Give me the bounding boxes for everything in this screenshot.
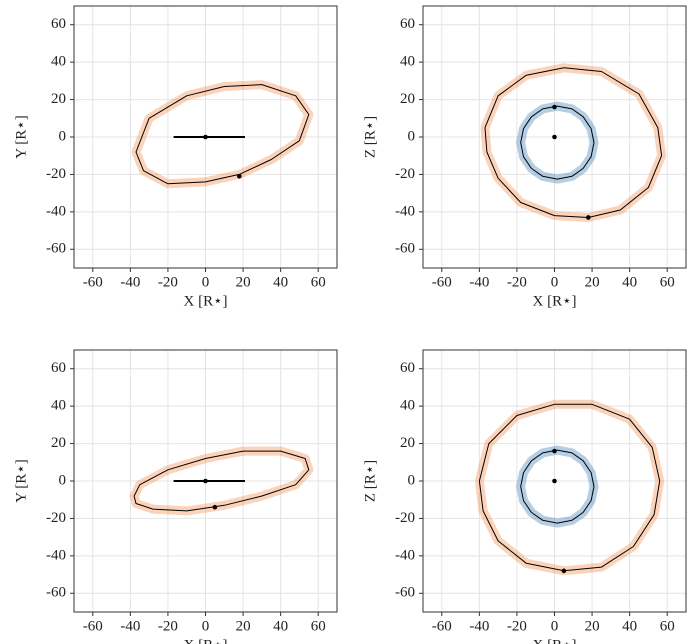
y-tick-label: -60 [46, 585, 66, 601]
y-tick-label: 0 [408, 472, 416, 488]
x-tick-label: -40 [469, 274, 489, 290]
orbit [135, 84, 310, 185]
y-axis-label: Y [R⋆] [13, 115, 29, 158]
y-axis-label: Y [R⋆] [13, 459, 29, 502]
x-tick-label: -20 [507, 618, 527, 634]
x-axis-label: X [R⋆] [184, 293, 228, 309]
body-marker [237, 174, 242, 179]
body-marker [561, 568, 567, 574]
y-tick-label: -20 [395, 510, 415, 526]
x-tick-label: 0 [202, 618, 210, 634]
y-axis-label: Z [R⋆] [362, 460, 378, 502]
x-tick-label: 0 [551, 618, 559, 634]
x-tick-label: -20 [158, 618, 178, 634]
y-tick-label: -60 [395, 241, 415, 257]
orbit-posterior [474, 399, 665, 576]
x-tick-label: 40 [273, 618, 288, 634]
y-tick-label: 20 [400, 91, 415, 107]
y-tick-label: 0 [59, 472, 67, 488]
x-axis-label: X [R⋆] [533, 637, 577, 644]
x-tick-label: -60 [83, 618, 103, 634]
x-tick-label: 40 [622, 618, 637, 634]
y-tick-label: 0 [59, 128, 67, 144]
y-tick-label: 20 [400, 435, 415, 451]
y-tick-label: -60 [395, 585, 415, 601]
y-tick-label: -20 [395, 166, 415, 182]
x-axis-label: X [R⋆] [184, 637, 228, 644]
x-tick-label: 60 [660, 618, 675, 634]
x-tick-label: 20 [585, 618, 600, 634]
orbit [133, 450, 310, 512]
panel: -60 -40 -20 0 20 40 60 -60 -40 -20 0 20 40 60 X [R⋆] Z … [362, 349, 687, 644]
y-axis-label: Z [R⋆] [362, 116, 378, 158]
y-tick-label: 60 [51, 16, 66, 32]
y-tick-label: -40 [46, 203, 66, 219]
orbit [520, 105, 595, 180]
orbit [484, 67, 663, 218]
axes-frame [422, 5, 687, 269]
x-tick-label: 20 [236, 618, 251, 634]
y-tick-label: 60 [400, 16, 415, 32]
x-tick-label: 20 [236, 274, 251, 290]
y-tick-label: 0 [408, 128, 416, 144]
y-tick-label: -60 [46, 241, 66, 257]
x-axis-label: X [R⋆] [533, 293, 577, 309]
body-marker [203, 478, 208, 484]
body-marker [552, 478, 557, 484]
x-tick-label: 0 [551, 274, 559, 290]
body-marker [203, 134, 208, 140]
x-tick-label: -40 [120, 274, 140, 290]
x-tick-label: -60 [83, 274, 103, 290]
x-tick-label: 40 [622, 274, 637, 290]
y-tick-label: -20 [46, 166, 66, 182]
x-tick-label: -60 [432, 618, 452, 634]
panel: -60 -40 -20 0 20 40 60 -60 -40 -20 0 20 40 60 X [R⋆] Y … [13, 5, 338, 309]
y-tick-label: 40 [400, 398, 415, 414]
y-tick-label: 40 [400, 54, 415, 70]
body-marker [212, 504, 218, 510]
body-marker [552, 104, 557, 110]
x-tick-label: 60 [311, 274, 326, 290]
x-tick-label: 40 [273, 274, 288, 290]
x-tick-label: -60 [432, 274, 452, 290]
y-tick-label: 20 [51, 435, 66, 451]
y-tick-label: 40 [51, 398, 66, 414]
y-tick-label: -40 [395, 203, 415, 219]
y-tick-label: -40 [46, 547, 66, 563]
x-tick-label: -20 [507, 274, 527, 290]
axes-frame [422, 349, 687, 613]
orbit [520, 449, 595, 524]
x-tick-label: 60 [660, 274, 675, 290]
x-tick-label: 0 [202, 274, 210, 290]
body-marker [552, 134, 557, 140]
y-tick-label: 40 [51, 54, 66, 70]
x-tick-label: -40 [120, 618, 140, 634]
y-tick-label: 20 [51, 91, 66, 107]
orbit [478, 403, 661, 572]
body-marker [552, 448, 557, 454]
x-tick-label: -40 [469, 618, 489, 634]
x-tick-label: 20 [585, 274, 600, 290]
x-tick-label: 60 [311, 618, 326, 634]
x-tick-label: -20 [158, 274, 178, 290]
orbit-posterior [480, 63, 667, 222]
body-marker [586, 215, 591, 220]
axes-frame [73, 5, 338, 269]
axes-frame [73, 349, 338, 613]
y-tick-label: -20 [46, 510, 66, 526]
y-tick-label: 60 [51, 360, 66, 376]
panel: -60 -40 -20 0 20 40 60 -60 -40 -20 0 20 40 60 X [R⋆] Y … [13, 349, 338, 644]
y-tick-label: 60 [400, 360, 415, 376]
y-tick-label: -40 [395, 547, 415, 563]
panel: -60 -40 -20 0 20 40 60 -60 -40 -20 0 20 40 60 X [R⋆] Z … [362, 5, 687, 309]
